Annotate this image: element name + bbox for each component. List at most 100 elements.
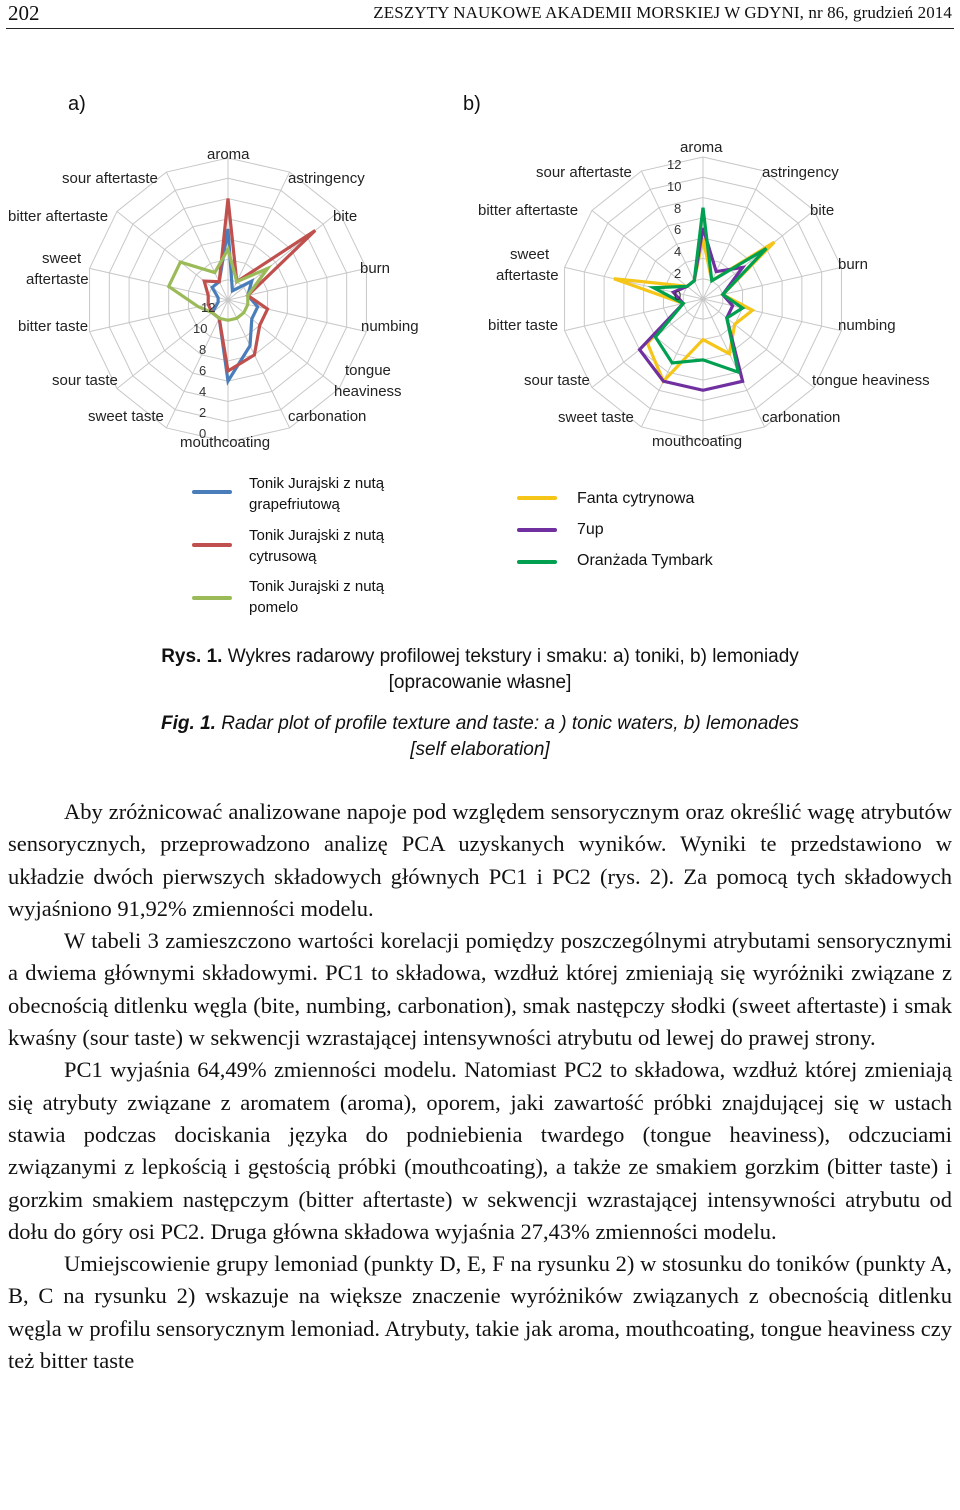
journal-title: ZESZYTY NAUKOWE AKADEMII MORSKIEJ W GDYN… (373, 3, 952, 22)
grid-spoke (227, 299, 291, 429)
legend-item: Tonik Jurajski z nutą grapefriutową (249, 475, 385, 513)
axis-label-bite: bite (333, 208, 357, 225)
caption-en-line2: [self elaboration] (410, 739, 550, 760)
tick-label: 8 (674, 201, 681, 216)
axis-label-astringency: astringency (762, 164, 839, 181)
grid-spoke (89, 267, 229, 301)
axis-label-sweet: sweet (42, 250, 82, 267)
figure-caption-en: Fig. 1. Radar plot of profile texture an… (0, 711, 960, 763)
axis-label-carbonation: carbonation (288, 408, 366, 425)
grid-spoke (116, 211, 229, 301)
grid-spoke (165, 299, 229, 429)
grid-spoke (702, 298, 842, 332)
axis-label-sour-aftertaste: sour aftertaste (536, 164, 632, 181)
legend-swatch (517, 496, 557, 500)
series-line (166, 245, 273, 322)
grid-spoke (640, 170, 704, 300)
axis-label-carbonation: carbonation (762, 409, 840, 426)
radar-chart-lemonades: 12 10 8 6 4 2 0 aroma astringency bite b… (478, 139, 930, 450)
axis-label-sweet: sweet (510, 246, 550, 263)
grid-spoke (227, 299, 367, 333)
paragraph: Aby zróżnicować analizowane napoje pod w… (8, 799, 952, 921)
paragraph: Umiejscowienie grupy lemoniad (punkty D,… (8, 1251, 952, 1374)
axis-label-burn: burn (838, 256, 868, 273)
axis-label-aroma: aroma (680, 139, 723, 156)
legend-swatch (192, 490, 232, 494)
axis-label-sweet-taste: sweet taste (558, 409, 634, 426)
figure-caption-pl: Rys. 1. Wykres radarowy profilowej tekst… (0, 644, 960, 696)
tick-label: 0 (674, 288, 681, 303)
series-line (202, 198, 317, 374)
axis-labels: aroma astringency bite burn numbing tong… (478, 139, 930, 450)
axis-label-heaviness: heaviness (334, 383, 402, 400)
axis-label-bitter-aftertaste: bitter aftertaste (478, 202, 578, 219)
legend-item: Fanta cytrynowa (577, 490, 695, 507)
axis-label-aftertaste: aftertaste (26, 271, 89, 288)
grid-spoke (702, 298, 766, 428)
axis-label-tongue-heaviness: tongue heaviness (812, 372, 930, 389)
legend-swatch (192, 543, 232, 547)
legend-swatch (517, 560, 557, 564)
axis-label-bitter-taste: bitter taste (488, 317, 558, 334)
page-number: 202 (8, 1, 40, 25)
tick-label: 10 (667, 179, 681, 194)
axis-label-mouthcoating: mouthcoating (652, 433, 742, 450)
axis-label-aroma: aroma (207, 146, 250, 163)
radar-series (613, 207, 776, 392)
legend-item: Tonik Jurajski z nutą cytrusową (249, 527, 385, 565)
axis-label-numbing: numbing (838, 317, 896, 334)
radar-grid (564, 156, 842, 442)
axis-label-bitter-aftertaste: bitter aftertaste (8, 208, 108, 225)
tick-label: 4 (199, 384, 206, 399)
tick-label: 6 (199, 363, 206, 378)
legend-item: Tonik Jurajski z nutą pomelo (249, 578, 385, 616)
radar-chart-tonics: 12 10 8 6 4 2 0 aroma astringency bite b… (8, 146, 419, 451)
grid-spoke (89, 299, 229, 333)
grid-spoke (591, 210, 704, 300)
grid-spoke (702, 298, 815, 388)
series-line (637, 227, 747, 392)
series-line (647, 207, 768, 375)
axis-label-sweet-taste: sweet taste (88, 408, 164, 425)
axis-label-sour-aftertaste: sour aftertaste (62, 170, 158, 187)
tick-label: 2 (674, 266, 681, 281)
tick-label: 4 (674, 244, 681, 259)
grid-spoke (702, 266, 842, 300)
grid-spoke (227, 267, 367, 301)
caption-en-text: Radar plot of profile texture and taste:… (215, 713, 799, 734)
legend-swatch (192, 596, 232, 600)
tick-label: 10 (193, 321, 207, 336)
radar-tick-labels: 12 10 8 6 4 2 0 (193, 300, 215, 441)
grid-spoke (227, 171, 291, 301)
paragraph: PC1 wyjaśnia 64,49% zmienności modelu. N… (8, 1057, 952, 1244)
axis-label-aftertaste: aftertaste (496, 267, 559, 284)
panel-a-label: a) (68, 93, 86, 115)
paragraph: W tabeli 3 zamieszczono wartości korelac… (8, 928, 952, 1051)
axis-labels: aroma astringency bite burn numbing tong… (8, 146, 419, 451)
tick-label: 0 (199, 426, 206, 441)
axis-label-numbing: numbing (361, 318, 419, 335)
tick-label: 12 (201, 300, 215, 315)
caption-pl-text: Wykres radarowy profilowej tekstury i sm… (222, 646, 799, 667)
grid-spoke (116, 299, 229, 389)
series-line (210, 228, 260, 386)
header-rule (6, 28, 954, 29)
panel-b-label: b) (463, 93, 481, 115)
radar-grid (89, 157, 367, 443)
grid-spoke (702, 170, 766, 300)
caption-pl-label: Rys. 1. (161, 646, 223, 667)
caption-en-label: Fig. 1. (161, 713, 216, 734)
tick-label: 8 (199, 342, 206, 357)
caption-pl-line2: [opracowanie własne] (388, 672, 572, 693)
axis-label-bite: bite (810, 202, 834, 219)
axis-label-astringency: astringency (288, 170, 365, 187)
radar-tick-labels: 12 10 8 6 4 2 0 (667, 157, 681, 303)
tick-label: 6 (674, 222, 681, 237)
grid-spoke (227, 299, 340, 389)
axis-label-bitter-taste: bitter taste (18, 318, 88, 335)
tick-label: 12 (667, 157, 681, 172)
radar-series (166, 198, 317, 386)
axis-label-sour-taste: sour taste (52, 372, 118, 389)
grid-spoke (165, 171, 229, 301)
axis-label-tongue: tongue (345, 362, 391, 379)
